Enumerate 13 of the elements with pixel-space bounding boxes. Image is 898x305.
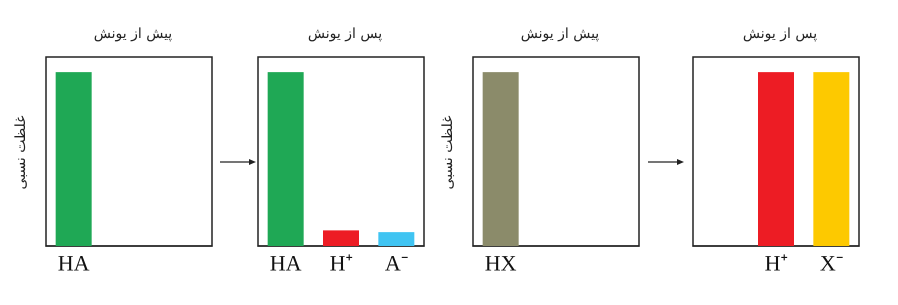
x-tick-label: X⁻ <box>820 250 843 276</box>
chart-title: پیش از یونش <box>94 26 172 42</box>
x-tick-label: HA <box>270 250 302 276</box>
chart-title: پس از یونش <box>308 26 382 42</box>
x-tick-label: HX <box>484 250 517 276</box>
x-tick-label: HA <box>58 250 90 276</box>
y-axis-title: غلظت نسبی <box>440 116 456 190</box>
x-tick-label: H⁺ <box>764 250 788 276</box>
x-tick-label: A⁻ <box>384 250 408 276</box>
x-tick-label: H⁺ <box>330 250 352 276</box>
chart-title: پس از یونش <box>742 26 818 42</box>
y-axis-title: غلظت نسبی <box>13 116 29 190</box>
chart-title: پیش از یونش <box>520 26 600 42</box>
